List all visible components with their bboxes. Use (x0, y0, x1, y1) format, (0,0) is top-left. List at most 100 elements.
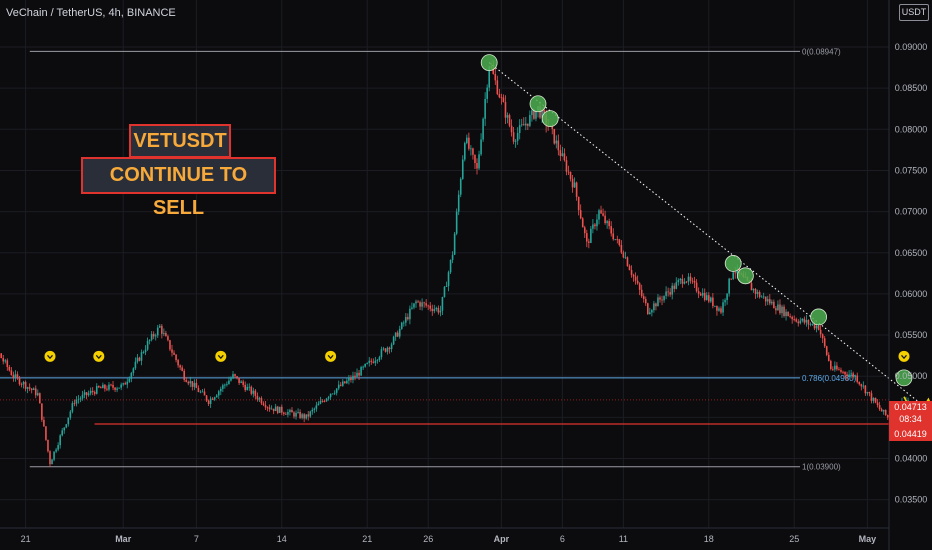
candle-body (801, 318, 804, 321)
candle-body (224, 384, 226, 386)
candle-body (344, 381, 346, 384)
candle-body (699, 293, 702, 296)
candle-body (496, 80, 499, 95)
fib-level-label: 0.786(0.04980) (802, 374, 857, 383)
candle-body (378, 357, 381, 360)
candle-body (403, 322, 405, 324)
candle-body (337, 384, 340, 389)
candle-body (209, 398, 212, 404)
x-axis-tick-label: 14 (277, 534, 287, 544)
candle-body (156, 327, 159, 336)
candle-body (695, 282, 698, 292)
candle-body (689, 276, 692, 281)
candle-body (386, 347, 389, 352)
candle-body (669, 292, 671, 295)
candle-body (53, 451, 55, 460)
candle-body (354, 375, 356, 377)
candle-body (823, 338, 826, 347)
candle-body (394, 332, 397, 337)
candle-body (683, 281, 686, 284)
candle-body (24, 382, 27, 389)
y-axis-tick-label: 0.08500 (895, 83, 928, 93)
candle-body (779, 304, 781, 314)
candle-body (230, 378, 232, 381)
candle-body (100, 387, 102, 389)
candle-body (712, 297, 714, 307)
x-axis-tick-label: Apr (494, 534, 510, 544)
candle-body (356, 372, 358, 377)
x-axis-tick-label: 26 (423, 534, 433, 544)
candle-body (514, 140, 517, 142)
candle-body (516, 132, 519, 141)
candle-body (840, 369, 842, 372)
y-axis-tick-label: 0.07500 (895, 165, 928, 175)
candle-body (586, 233, 588, 242)
candle-body (529, 115, 531, 126)
candle-body (691, 280, 694, 282)
candle-body (687, 276, 690, 282)
candle-body (592, 224, 594, 229)
candle-body (57, 445, 59, 450)
candle-body (722, 302, 724, 313)
candle-body (486, 87, 488, 99)
candle-body (459, 178, 462, 195)
candle-body (657, 297, 659, 307)
candle-body (488, 66, 490, 88)
candle-body (811, 323, 814, 325)
candle-body (193, 382, 196, 387)
candle-body (569, 171, 572, 179)
candle-body (575, 182, 578, 197)
candle-body (71, 403, 74, 412)
candle-body (130, 372, 133, 379)
candle-body (313, 408, 316, 410)
candle-body (266, 407, 269, 409)
candle-body (175, 354, 177, 361)
candle-body (142, 352, 145, 353)
candle-body (795, 319, 798, 322)
trendline-touch-marker (737, 267, 754, 285)
candle-body (453, 233, 456, 255)
candle-body (714, 305, 716, 307)
candle-body (612, 233, 615, 240)
candle-body (447, 272, 450, 286)
candle-body (81, 394, 84, 399)
candle-body (724, 300, 726, 303)
candle-body (28, 387, 31, 389)
candle-body (283, 412, 285, 414)
candle-body (319, 400, 322, 404)
candle-body (30, 388, 33, 391)
candle-body (368, 360, 371, 363)
candle-body (771, 301, 773, 304)
candle-body (122, 383, 124, 385)
candle-body (150, 334, 153, 340)
candle-body (455, 211, 458, 234)
candle-body (431, 308, 434, 312)
candle-body (659, 297, 661, 300)
candle-body (862, 385, 865, 387)
candle-body (177, 360, 179, 366)
candle-body (299, 412, 301, 418)
candle-body (789, 316, 791, 317)
candle-body (498, 94, 501, 98)
candle-body (624, 257, 627, 259)
candle-body (167, 336, 169, 341)
candle-body (866, 392, 869, 394)
candle-body (187, 381, 190, 384)
candle-body (596, 219, 598, 227)
candle-body (12, 375, 15, 378)
candle-body (622, 252, 625, 258)
candle-body (366, 362, 368, 364)
candle-body (457, 194, 460, 212)
candle-body (783, 306, 785, 316)
candle-body (154, 335, 157, 337)
candle-body (508, 115, 511, 126)
candle-body (55, 449, 57, 452)
candle-body (140, 352, 143, 361)
candle-body (425, 303, 427, 306)
candle-body (557, 140, 560, 151)
currency-button[interactable]: USDT (899, 4, 929, 21)
candle-body (825, 346, 828, 355)
candle-body (677, 280, 680, 283)
candle-body (614, 239, 617, 241)
